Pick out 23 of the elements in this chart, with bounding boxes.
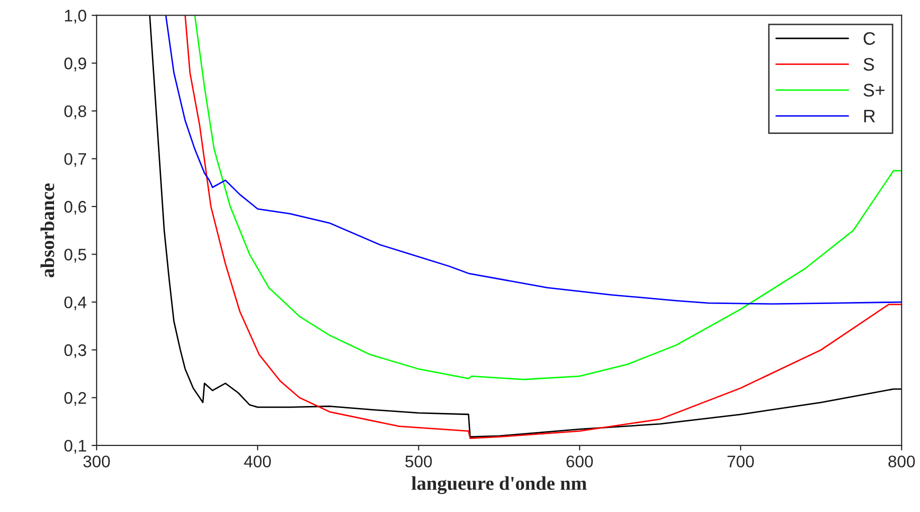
x-tick-label: 700	[728, 456, 754, 468]
x-axis-title: langueure d'onde nm	[412, 476, 587, 494]
y-tick-label: 0,1	[64, 440, 86, 454]
y-tick-label: 0,3	[64, 344, 86, 358]
y-tick-label: 0,2	[64, 392, 86, 406]
y-tick-label: 1,0	[64, 10, 86, 24]
line-series	[165, 15, 902, 305]
legend-label: C	[864, 32, 876, 45]
y-tick-label: 0,5	[64, 248, 86, 262]
x-tick-label: 400	[244, 456, 271, 468]
x-tick-label: 300	[83, 456, 110, 468]
y-tick-label: 0,8	[64, 105, 86, 120]
x-tick-label: 500	[405, 456, 432, 468]
y-axis-title: absorbance	[40, 183, 54, 278]
y-tick-label: 0,4	[64, 296, 86, 310]
y-tick-label: 0,7	[64, 153, 86, 167]
legend-label: R	[864, 110, 875, 122]
y-tick-label: 0,9	[64, 58, 86, 72]
x-tick-label: 600	[566, 456, 593, 468]
legend-label: S	[864, 58, 874, 71]
x-tick-label: 800	[888, 456, 915, 468]
y-tick-label: 0,6	[64, 200, 86, 215]
legend-label: S+	[864, 84, 884, 97]
